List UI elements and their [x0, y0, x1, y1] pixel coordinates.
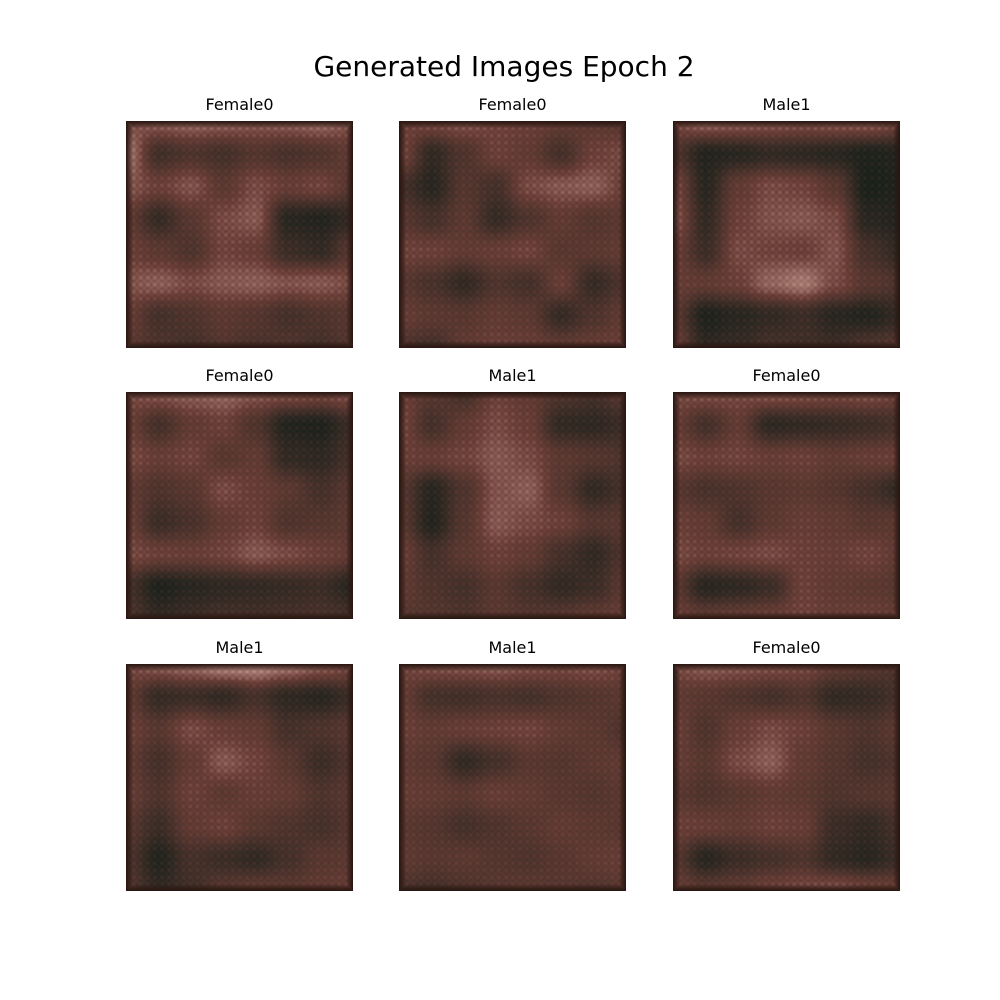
generated-image — [126, 392, 353, 619]
image-panel: Female0 — [399, 95, 626, 348]
generated-image — [126, 664, 353, 891]
generated-image — [399, 392, 626, 619]
image-panel: Female0 — [673, 638, 900, 891]
panel-label: Female0 — [752, 366, 821, 385]
image-panel: Male1 — [673, 95, 900, 348]
panel-label: Female0 — [478, 95, 547, 114]
panel-label: Male1 — [215, 638, 264, 657]
panel-label: Male1 — [762, 95, 811, 114]
image-panel: Male1 — [399, 366, 626, 619]
panel-label: Male1 — [488, 638, 537, 657]
generated-image — [399, 121, 626, 348]
generated-image — [126, 121, 353, 348]
panel-label: Female0 — [752, 638, 821, 657]
generated-image — [673, 664, 900, 891]
image-panel: Male1 — [399, 638, 626, 891]
image-panel: Female0 — [126, 366, 353, 619]
panel-label: Male1 — [488, 366, 537, 385]
panel-label: Female0 — [205, 366, 274, 385]
generated-image — [399, 664, 626, 891]
generated-image — [673, 392, 900, 619]
generated-image — [673, 121, 900, 348]
image-panel: Female0 — [673, 366, 900, 619]
image-panel: Male1 — [126, 638, 353, 891]
panel-label: Female0 — [205, 95, 274, 114]
figure-title: Generated Images Epoch 2 — [313, 50, 695, 83]
image-panel: Female0 — [126, 95, 353, 348]
